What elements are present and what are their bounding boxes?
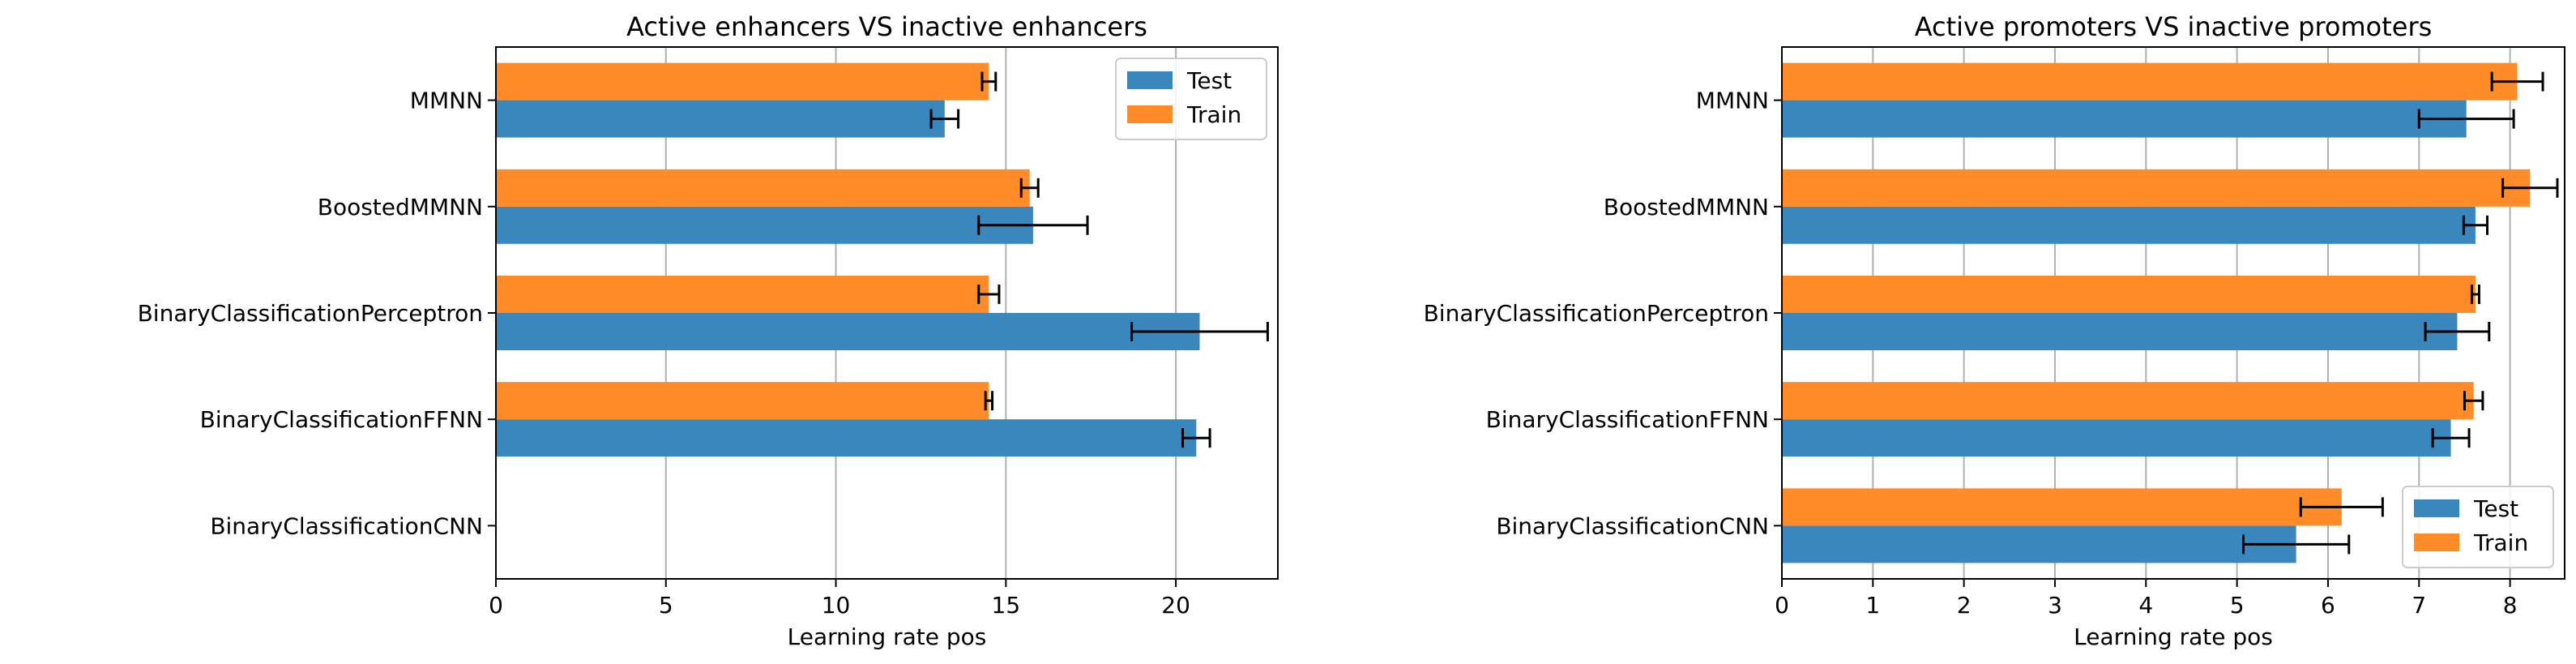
chart-panel-2: 0 1 2 3 4 5 6 7 8 MMNN BoostedMMNN BinaryClassifica… xyxy=(1424,11,2565,650)
y-tick-label: BinaryClassificationFFNN xyxy=(1486,406,1769,433)
legend-swatch-train xyxy=(1127,105,1173,123)
x-tick-label: 20 xyxy=(1161,592,1190,619)
y-tick-label: BinaryClassificationPerceptron xyxy=(138,300,483,327)
legend-swatch-train xyxy=(2414,533,2459,551)
error-bar-train-binaryclassificationcnn xyxy=(2299,497,2384,517)
bar-train-mmnn xyxy=(1782,62,2518,101)
error-bar-train-mmnn xyxy=(980,71,998,92)
bar-train-binaryclassificationperceptron xyxy=(1782,276,2476,313)
y-tick-label: BinaryClassificationFFNN xyxy=(200,406,483,433)
chart-title: Active promoters VS inactive promoters xyxy=(1915,11,2433,42)
bar-train-binaryclassificationcnn xyxy=(1782,488,2342,526)
error-bar-train-binaryclassificationffnn xyxy=(2463,391,2484,411)
x-tick-label: 2 xyxy=(1957,592,1972,619)
error-bar-train-binaryclassificationperceptron xyxy=(2470,285,2480,304)
bar-train-boostedmmnn xyxy=(496,169,1030,207)
error-bar-test-binaryclassificationffnn xyxy=(1181,428,1211,448)
x-axis-label: Learning rate pos xyxy=(788,623,987,650)
x-tick-label: 7 xyxy=(2412,592,2426,619)
bar-train-binaryclassificationffnn xyxy=(496,382,989,420)
legend: Test Train xyxy=(2402,486,2554,568)
error-bar-test-boostedmmnn xyxy=(2462,215,2489,235)
bar-test-binaryclassificationffnn xyxy=(1782,419,2451,457)
x-tick-label: 10 xyxy=(822,592,851,619)
error-bar-train-mmnn xyxy=(2490,71,2544,92)
x-tick-label: 8 xyxy=(2503,592,2518,619)
legend-label: Train xyxy=(2473,529,2528,556)
y-tick-label: BinaryClassificationPerceptron xyxy=(1424,300,1769,327)
x-tick-label: 3 xyxy=(2048,592,2062,619)
x-tick-label: 6 xyxy=(2321,592,2335,619)
x-axis-label: Learning rate pos xyxy=(2074,623,2273,650)
error-bar-test-binaryclassificationperceptron xyxy=(2424,322,2491,341)
x-tick-label: 0 xyxy=(489,592,503,619)
x-tick-label: 5 xyxy=(659,592,673,619)
y-tick-label: MMNN xyxy=(410,88,483,114)
legend-label: Train xyxy=(1186,101,1241,128)
y-tick-label: BinaryClassificationCNN xyxy=(1496,512,1769,539)
bar-test-mmnn xyxy=(1782,100,2467,138)
bar-test-mmnn xyxy=(496,100,945,138)
error-bar-test-mmnn xyxy=(929,109,960,129)
x-tick-label: 5 xyxy=(2230,592,2245,619)
legend-label: Test xyxy=(1186,67,1232,94)
x-tick-label: 0 xyxy=(1775,592,1789,619)
legend-label: Test xyxy=(2473,495,2518,522)
error-bar-test-binaryclassificationcnn xyxy=(2241,534,2351,555)
bar-test-boostedmmnn xyxy=(496,206,1033,244)
chart-panel-1: 0 5 10 15 20 MMNN BoostedMMNN BinaryClassificat… xyxy=(138,11,1279,650)
chart-title: Active enhancers VS inactive enhancers xyxy=(626,11,1147,42)
y-tick-label: BoostedMMNN xyxy=(1604,194,1769,221)
bar-test-binaryclassificationffnn xyxy=(496,419,1197,457)
error-bar-train-boostedmmnn xyxy=(2501,178,2559,198)
bar-test-binaryclassificationperceptron xyxy=(496,313,1200,350)
error-bar-train-boostedmmnn xyxy=(1019,178,1040,198)
bar-train-mmnn xyxy=(496,62,989,101)
bar-test-binaryclassificationperceptron xyxy=(1782,313,2458,350)
error-bar-train-binaryclassificationperceptron xyxy=(977,285,1001,304)
y-tick-label: BoostedMMNN xyxy=(318,194,483,221)
legend-swatch-test xyxy=(1127,71,1173,89)
y-tick-label: BinaryClassificationCNN xyxy=(210,512,483,539)
bars xyxy=(496,62,1269,457)
x-tick-label: 4 xyxy=(2138,592,2153,619)
x-tick-label: 15 xyxy=(992,592,1021,619)
bar-train-binaryclassificationperceptron xyxy=(496,276,989,313)
bar-test-boostedmmnn xyxy=(1782,206,2476,244)
bar-test-binaryclassificationcnn xyxy=(1782,525,2296,563)
legend-swatch-test xyxy=(2414,499,2459,517)
bars xyxy=(1782,62,2559,563)
legend: Test Train xyxy=(1115,58,1267,140)
x-tick-label: 1 xyxy=(1865,592,1880,619)
error-bar-test-mmnn xyxy=(2417,109,2515,129)
error-bar-test-binaryclassificationffnn xyxy=(2431,428,2471,448)
bar-train-binaryclassificationffnn xyxy=(1782,382,2474,420)
bar-train-boostedmmnn xyxy=(1782,169,2531,207)
error-bar-test-binaryclassificationperceptron xyxy=(1130,322,1269,341)
error-bar-train-binaryclassificationffnn xyxy=(984,391,994,411)
error-bar-test-boostedmmnn xyxy=(977,215,1089,235)
y-tick-label: MMNN xyxy=(1696,88,1769,114)
